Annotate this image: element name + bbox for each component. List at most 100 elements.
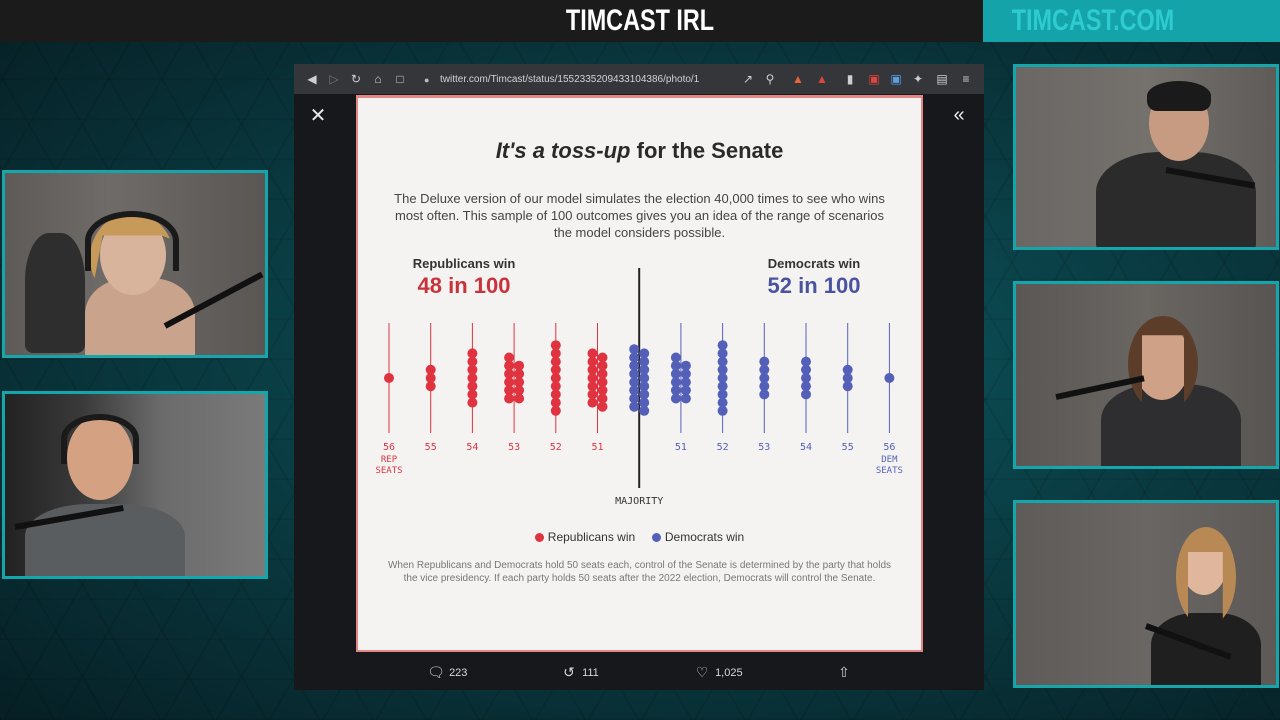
dem-outcome-dot (629, 344, 640, 355)
rep-outcome-dot (514, 360, 525, 371)
dem-outcome-dot (629, 368, 640, 379)
rep-outcome-dot (597, 368, 608, 379)
bookmark-icon[interactable]: □ (396, 72, 404, 86)
dem-outcome-dot (680, 368, 691, 379)
rep-outcome-dot (550, 356, 561, 367)
dem-outcome-dot (680, 385, 691, 396)
rep-outcome-dot (587, 381, 598, 392)
menu-icon[interactable]: ≡ (962, 72, 970, 86)
rep-outcome-dot (467, 356, 478, 367)
dem-outcome-dot (759, 364, 770, 375)
reload-icon[interactable]: ↻ (350, 72, 362, 86)
dem-outcome-dot (801, 356, 811, 367)
graphic-description: The Deluxe version of our model simulate… (394, 191, 885, 240)
site-label: TIMCAST.COM (1011, 4, 1175, 37)
rep-outcome-dot (504, 368, 515, 379)
dem-outcome-dot (717, 397, 728, 408)
extension-red-icon[interactable]: ▣ (868, 72, 880, 86)
seat-tick-label: 56 (883, 442, 895, 453)
rep-outcome-dot (384, 373, 394, 383)
seat-tick-label: 54 (800, 442, 812, 453)
rep-outcome-dot (504, 385, 515, 396)
rep-outcome-dot (550, 405, 561, 416)
rep-outcome-dot (504, 377, 515, 388)
rep-outcome-dot (467, 389, 478, 400)
reply-icon: 🗨 (427, 664, 445, 680)
retweet-count: 111 (582, 667, 599, 679)
dem-outcome-dot (717, 389, 728, 400)
dem-outcome-dot (629, 352, 640, 363)
rep-outcome-dot (504, 352, 515, 363)
rep-outcome-dot (587, 373, 598, 383)
translate-icon[interactable]: ▣ (890, 72, 902, 86)
rep-outcome-dot (425, 373, 436, 383)
dem-outcome-dot (759, 389, 770, 400)
rep-outcome-dot (550, 348, 561, 359)
camera-feed-host-3 (1013, 64, 1279, 250)
reply-count: 223 (449, 667, 468, 679)
rep-label: Republicans win (412, 256, 516, 271)
dem-outcome-dot (842, 364, 853, 375)
camera-feed-host-2 (2, 391, 268, 579)
dem-outcome-dot (801, 364, 811, 375)
zoom-icon[interactable]: ⚲ (765, 72, 775, 86)
heart-icon: ♡ (695, 664, 709, 680)
close-icon[interactable]: ✕ (309, 105, 327, 127)
dem-outcome-dot (680, 360, 691, 371)
share-icon[interactable]: ↗ (742, 72, 754, 86)
back-icon[interactable]: ◀ (307, 72, 317, 86)
extensions-icon[interactable]: ✦ (912, 72, 924, 86)
sidebar-icon[interactable]: ▤ (936, 72, 948, 86)
rep-outcome-dot (514, 368, 525, 379)
dem-outcome-dot (639, 405, 650, 416)
dem-outcome-dot (670, 360, 681, 371)
forward-icon[interactable]: ▷ (329, 72, 339, 86)
seat-tick-label: 53 (758, 442, 770, 453)
rep-outcome-dot (514, 377, 525, 388)
expand-panel-icon[interactable]: « (953, 104, 965, 126)
rep-outcome-dot (597, 385, 608, 396)
rep-outcome-dot (597, 377, 608, 388)
dem-outcome-dot (717, 405, 728, 416)
rep-outcome-dot (467, 364, 478, 375)
rep-outcome-dot (587, 364, 598, 375)
rep-outcome-dot (467, 381, 478, 392)
rep-legend-dot (534, 533, 544, 542)
rep-outcome-dot (597, 401, 608, 412)
seat-tick-label: 56 (383, 442, 395, 453)
like-button[interactable]: ♡ 1,025 (692, 662, 743, 682)
rep-outcome-dot (514, 393, 525, 404)
home-icon[interactable]: ⌂ (374, 72, 382, 86)
retweet-button[interactable]: ↺ 111 (559, 662, 599, 682)
camera-feed-host-4 (1013, 281, 1279, 469)
seat-tick-label: 52 (550, 442, 562, 453)
seat-sublabel: DEM (881, 455, 898, 465)
dem-outcome-dot (629, 385, 640, 396)
brave-shield-icon[interactable]: ▲ (792, 72, 804, 86)
rep-outcome-dot (504, 393, 515, 404)
dem-legend-dot (651, 533, 661, 542)
share-tweet-button[interactable]: ⇧ (834, 662, 854, 682)
address-bar[interactable]: twitter.com/Timcast/status/1552335209433… (440, 74, 700, 85)
camera-feed-host-5 (1013, 500, 1279, 688)
rewards-icon[interactable]: ▲ (816, 72, 828, 86)
wallet-icon[interactable]: ▮ (846, 72, 854, 86)
dem-odds: 52 in 100 (767, 273, 861, 298)
dem-outcome-dot (670, 377, 681, 388)
dem-outcome-dot (639, 356, 650, 367)
dem-outcome-dot (680, 393, 691, 404)
dem-outcome-dot (670, 352, 681, 363)
majority-label: MAJORITY (615, 496, 663, 507)
dem-outcome-dot (717, 381, 728, 392)
stream-title-bar (0, 0, 983, 42)
browser-window: ◀ ▷ ↻ ⌂ □ ● twitter.com/Timcast/status/1… (294, 64, 984, 690)
rep-outcome-dot (425, 364, 436, 375)
seat-tick-label: 52 (717, 442, 729, 453)
dem-outcome-dot (759, 373, 770, 383)
rep-outcome-dot (425, 381, 436, 392)
reply-button[interactable]: 🗨 223 (426, 662, 467, 682)
dem-outcome-dot (639, 389, 650, 400)
rep-outcome-dot (550, 389, 561, 400)
rep-outcome-dot (587, 348, 598, 359)
rep-outcome-dot (504, 360, 515, 371)
